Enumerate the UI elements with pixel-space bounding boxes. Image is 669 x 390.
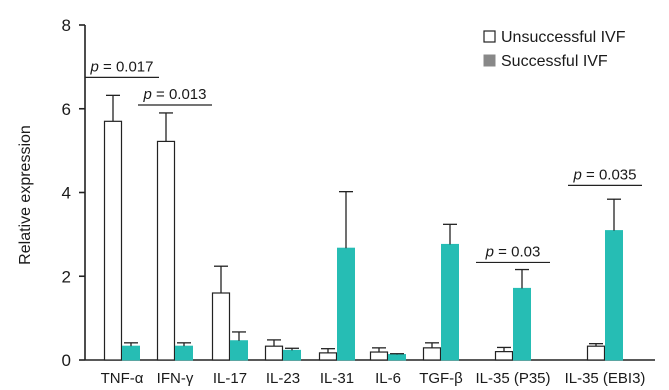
annotations: p = 0.017 p = 0.013 p = 0.03 p = 0.035	[85, 58, 642, 264]
p-value-label: p = 0.035	[573, 166, 637, 183]
legend-label-unsuccessful: Unsuccessful IVF	[501, 29, 626, 46]
y-tick-label: 2	[62, 267, 71, 286]
bar-successful	[175, 345, 193, 361]
y-tick-label: 0	[62, 351, 71, 370]
x-category-label: IL-23	[266, 370, 300, 387]
y-tick-label: 6	[62, 100, 71, 119]
bar-successful	[388, 354, 406, 361]
legend-swatch-successful	[483, 54, 496, 67]
bar-successful	[441, 243, 459, 361]
x-category-label: IL-6	[375, 370, 401, 387]
p-value-label: p = 0.017	[90, 58, 154, 75]
y-tick-label: 8	[62, 16, 71, 35]
p-value-label: p = 0.03	[485, 243, 541, 260]
bars	[103, 94, 623, 361]
legend-swatch-unsuccessful	[483, 30, 496, 43]
bar-unsuccessful	[369, 351, 389, 361]
x-category-label: TGF-β	[419, 370, 463, 387]
x-category-label: IL-35 (EBI3)	[565, 370, 646, 387]
x-category-label: TNF-α	[101, 370, 144, 387]
bar-unsuccessful	[586, 345, 606, 361]
x-axis: TNF-α IFN-γ IL-17 IL-23 IL-31 IL-6 TGF-β IL-35 …	[85, 359, 655, 387]
x-category-label: IL-17	[213, 370, 247, 387]
p-value-label: p = 0.013	[143, 86, 207, 103]
bar-successful	[605, 230, 623, 361]
bar-successful	[122, 345, 140, 361]
bar-unsuccessful	[318, 352, 338, 361]
bar-unsuccessful	[494, 351, 514, 361]
x-category-label: IL-31	[320, 370, 354, 387]
x-category-label: IL-35 (P35)	[475, 370, 550, 387]
y-axis-title: Relative expression	[17, 125, 34, 265]
y-axis: 0 2 4 6 8 Relative expression	[17, 16, 86, 370]
bar-unsuccessful	[103, 120, 123, 361]
y-tick-label: 4	[62, 184, 71, 203]
bar-successful	[283, 349, 301, 361]
x-category-label: IFN-γ	[157, 370, 194, 387]
legend-label-successful: Successful IVF	[501, 53, 608, 70]
bar-unsuccessful	[156, 140, 176, 361]
bar-successful	[230, 340, 248, 361]
bar-successful	[513, 287, 531, 361]
bar-successful	[337, 247, 355, 361]
bar-unsuccessful	[211, 292, 231, 361]
bar-unsuccessful	[264, 345, 284, 361]
legend: Unsuccessful IVF Successful IVF	[483, 29, 626, 70]
bar-unsuccessful	[422, 347, 442, 361]
